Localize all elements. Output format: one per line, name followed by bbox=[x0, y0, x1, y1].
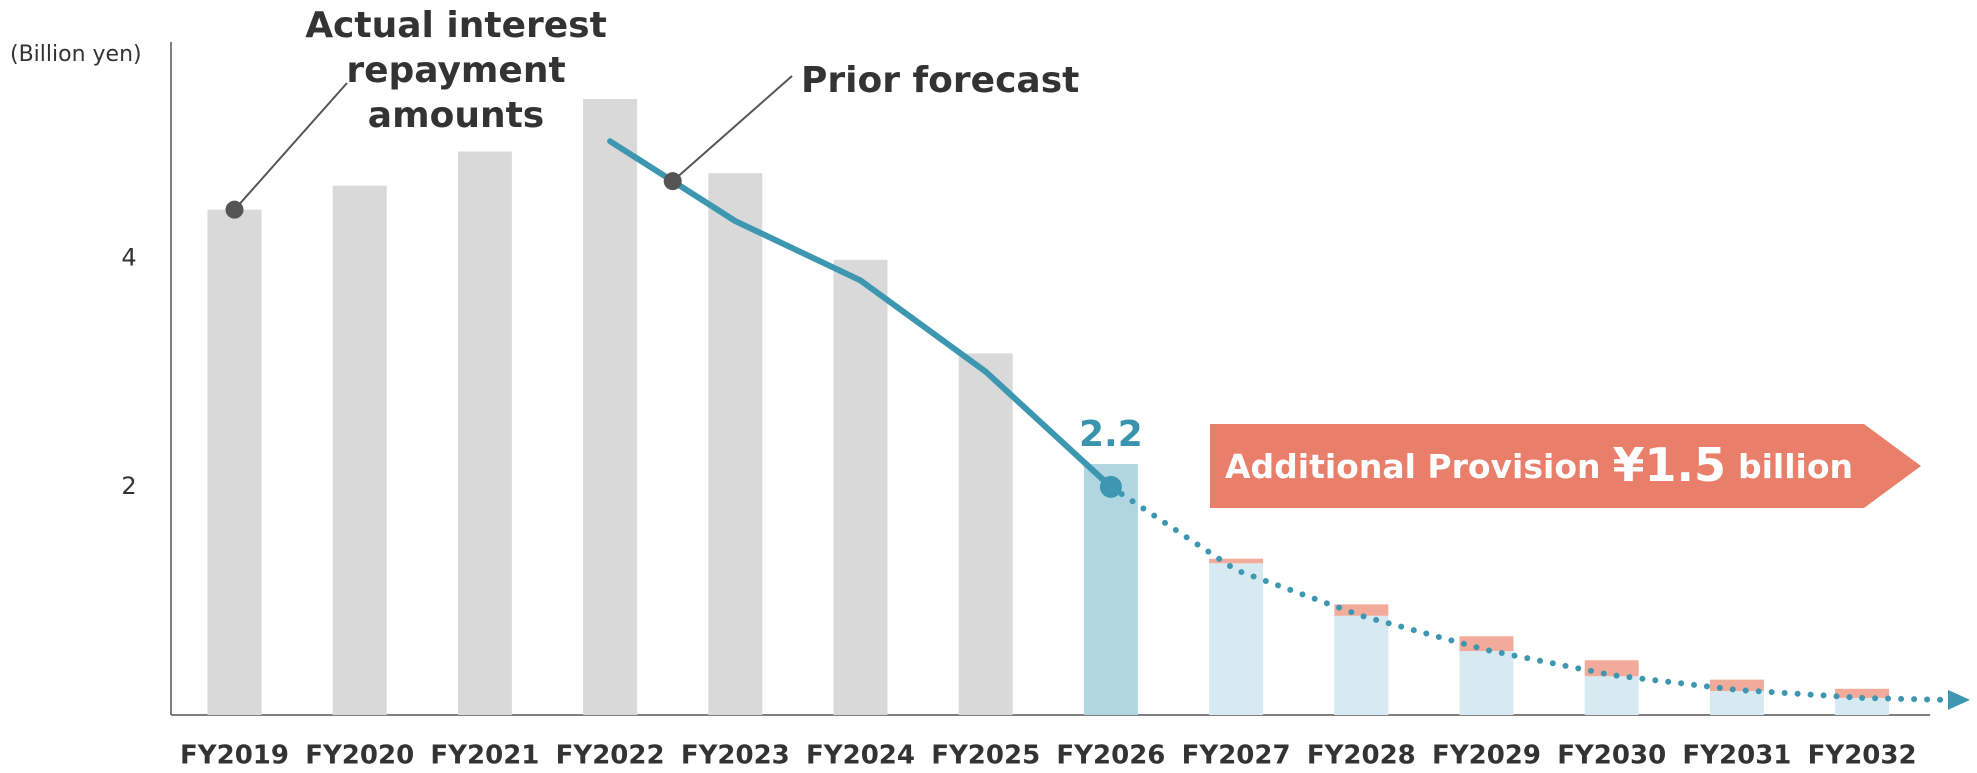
bar bbox=[1459, 651, 1514, 715]
bar bbox=[1334, 615, 1389, 715]
line-extension bbox=[1859, 694, 1948, 703]
bar bbox=[833, 259, 888, 715]
x-tick-label: FY2029 bbox=[1432, 741, 1541, 770]
x-tick-label: FY2022 bbox=[556, 741, 665, 770]
leader-line bbox=[672, 75, 793, 182]
bar bbox=[1835, 688, 1890, 698]
bar bbox=[708, 173, 763, 715]
bar bbox=[1459, 636, 1514, 652]
x-tick-label: FY2027 bbox=[1182, 741, 1291, 770]
line bbox=[1107, 483, 1866, 701]
bar bbox=[1584, 676, 1639, 715]
bar bbox=[1209, 558, 1264, 564]
bar bbox=[1709, 691, 1764, 715]
bar bbox=[583, 99, 638, 716]
annotation: amounts bbox=[368, 95, 544, 136]
x-tick-label: FY2028 bbox=[1307, 741, 1416, 770]
arrow-head bbox=[1948, 689, 1970, 710]
x-tick-label: FY2020 bbox=[305, 741, 414, 770]
x-tick-label: FY2025 bbox=[931, 741, 1040, 770]
banner-text-part: billion bbox=[1738, 447, 1853, 486]
banner bbox=[1210, 424, 1921, 508]
annotation: Prior forecast bbox=[801, 60, 1079, 101]
annotation: Actual interest bbox=[305, 5, 607, 46]
leader-dot bbox=[225, 200, 244, 219]
leader-dot bbox=[663, 172, 682, 191]
y-tick-label: 4 bbox=[121, 244, 136, 272]
y-tick-label: 2 bbox=[121, 472, 136, 500]
x-tick-label: FY2023 bbox=[681, 741, 790, 770]
data-label: 2.2 bbox=[1079, 414, 1143, 455]
bar bbox=[1083, 464, 1138, 715]
bar bbox=[1835, 697, 1890, 715]
x-tick-label: FY2021 bbox=[430, 741, 539, 770]
annotation: repayment bbox=[346, 50, 565, 91]
bar bbox=[332, 185, 387, 716]
bar bbox=[1584, 660, 1639, 677]
x-tick-label: FY2026 bbox=[1056, 741, 1165, 770]
x-tick-label: FY2019 bbox=[180, 741, 289, 770]
bar bbox=[958, 353, 1013, 715]
bar bbox=[1334, 604, 1389, 616]
x-tick-label: FY2031 bbox=[1682, 741, 1791, 770]
leader-line bbox=[233, 82, 348, 211]
x-tick-label: FY2030 bbox=[1557, 741, 1666, 770]
line bbox=[607, 138, 1114, 490]
bar bbox=[207, 209, 262, 715]
bar bbox=[1209, 563, 1264, 715]
banner-text: Additional Provision ¥1.5 billion bbox=[1225, 438, 1853, 492]
banner-text-part: Additional Provision bbox=[1225, 447, 1601, 486]
bar bbox=[1709, 679, 1764, 692]
x-tick-label: FY2032 bbox=[1808, 741, 1917, 770]
unit-label: (Billion yen) bbox=[10, 42, 142, 67]
x-tick-label: FY2024 bbox=[806, 741, 915, 770]
bar bbox=[457, 151, 512, 716]
banner-text-part: ¥1.5 bbox=[1613, 438, 1727, 492]
